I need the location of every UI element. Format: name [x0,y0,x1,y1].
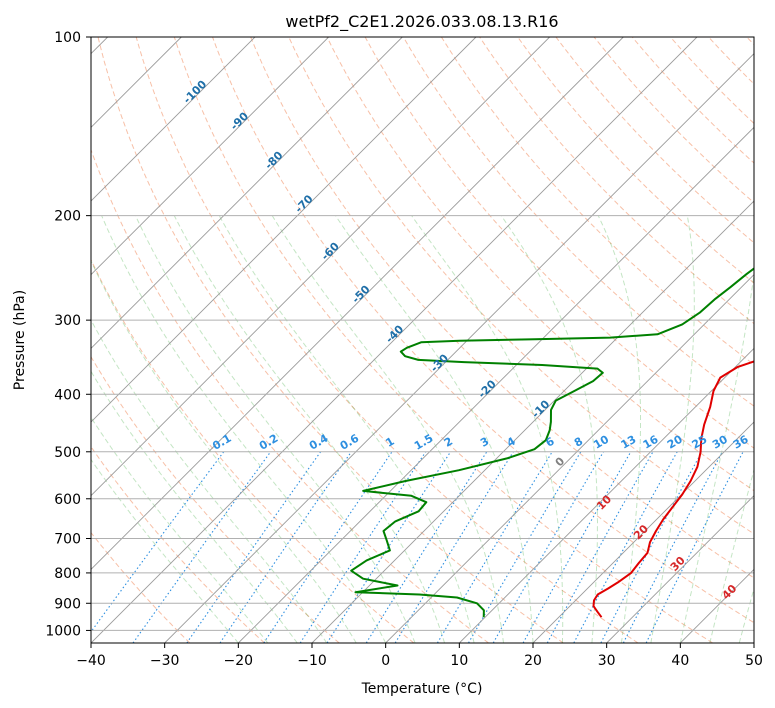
isotherm-line [532,421,754,643]
mixing-ratio-line [132,451,272,643]
moist-adiabat-line [101,215,387,643]
mixing-ratio-line [91,451,225,633]
moist-adiabat-line [91,370,298,643]
moist-adiabat-line [135,215,416,643]
y-tick-label: 900 [54,596,81,612]
mixing-ratio-line [326,451,452,643]
mixing-ratio-line [546,451,654,643]
isotherm-line [91,37,329,276]
dry-adiabat-line [517,37,754,284]
x-tick-label: 30 [598,653,616,669]
isobar-grid-layer [91,37,754,631]
dry-adiabat-line [440,37,754,366]
x-tick-label: 20 [524,653,542,669]
moist-adiabat-line [500,215,598,643]
mixing-ratio-line [365,451,488,643]
isotherm-line [606,495,754,643]
moist-adiabat-line [411,215,564,643]
isotherm-line [91,37,550,497]
mixing-ratio-line [522,451,632,643]
mixing-ratio-line [573,451,678,643]
y-tick-label: 300 [54,313,81,329]
mixing-ratio-line [219,451,352,643]
x-tick-label: −30 [150,653,180,669]
y-tick-label: 800 [54,566,81,582]
series-layer [350,267,754,618]
moist-adiabat-line [91,319,328,643]
dry-adiabat-line [135,37,639,643]
x-tick-label: 0 [381,653,390,669]
moist-adiabat-line [271,215,504,643]
moist-adiabat-line [173,215,446,643]
chart-title: wetPf2_C2E1.2026.033.08.13.R16 [285,12,558,32]
mixing-ratio-line [263,451,393,643]
moist-adiabat-line [597,215,641,643]
dry-adiabat-line [326,37,754,492]
dry-adiabat-line [212,37,754,624]
y-tick-label: 1000 [45,623,81,639]
y-tick-label: 600 [54,492,81,508]
x-tick-label: 10 [450,653,468,669]
moist-adiabat-line [709,467,754,643]
dry-adiabat-line [173,37,713,643]
moist-adiabat-line [91,458,239,643]
isotherm-line [91,37,624,570]
dry-adiabat-line [91,148,489,643]
x-axis-label: Temperature (°C) [361,681,483,697]
moist-adiabat-line [91,259,357,643]
dry-adiabat-line [97,37,564,643]
isotherm-line [459,347,754,643]
y-tick-label: 500 [54,445,81,461]
plot-frame [90,36,755,644]
x-tick-label: −10 [297,653,327,669]
isotherm-line [91,37,477,423]
isotherm-line [91,37,698,643]
x-tick-label: 50 [745,653,763,669]
y-tick-label: 700 [54,532,81,548]
x-tick-label: −40 [76,653,106,669]
axis-ticks-layer: −40 −30 −20 −10 0 10 20 30 40 50 100 200 300 400 500 60… [45,30,763,669]
dry-adiabat-line [91,531,191,643]
x-tick-label: 40 [671,653,689,669]
y-tick-label: 400 [54,387,81,403]
mixing-ratio-line [645,451,744,643]
dewpoint-profile-line [350,267,754,618]
mixing-ratio-line [600,451,703,643]
mixing-ratio-line [436,451,553,643]
dry-adiabat-line [402,37,754,407]
background-lines-layer [91,37,754,643]
moist-adiabat-line [650,215,695,643]
x-tick-label: −20 [224,653,254,669]
y-tick-label: 200 [54,209,81,225]
dry-adiabat-line [250,37,754,579]
isotherm-line [91,37,403,349]
y-axis-label: Pressure (hPa) [12,290,28,390]
mixing-ratio-line [186,451,322,643]
isotherm-line [385,274,754,643]
moist-adiabat-line [679,270,754,643]
y-tick-label: 100 [54,30,81,46]
dry-adiabat-line [91,355,340,643]
isotherm-line [311,200,754,643]
temperature-profile-line [592,360,754,618]
dry-adiabat-line [91,445,265,643]
moist-adiabat-line [91,416,269,643]
isotherm-line [91,37,256,202]
